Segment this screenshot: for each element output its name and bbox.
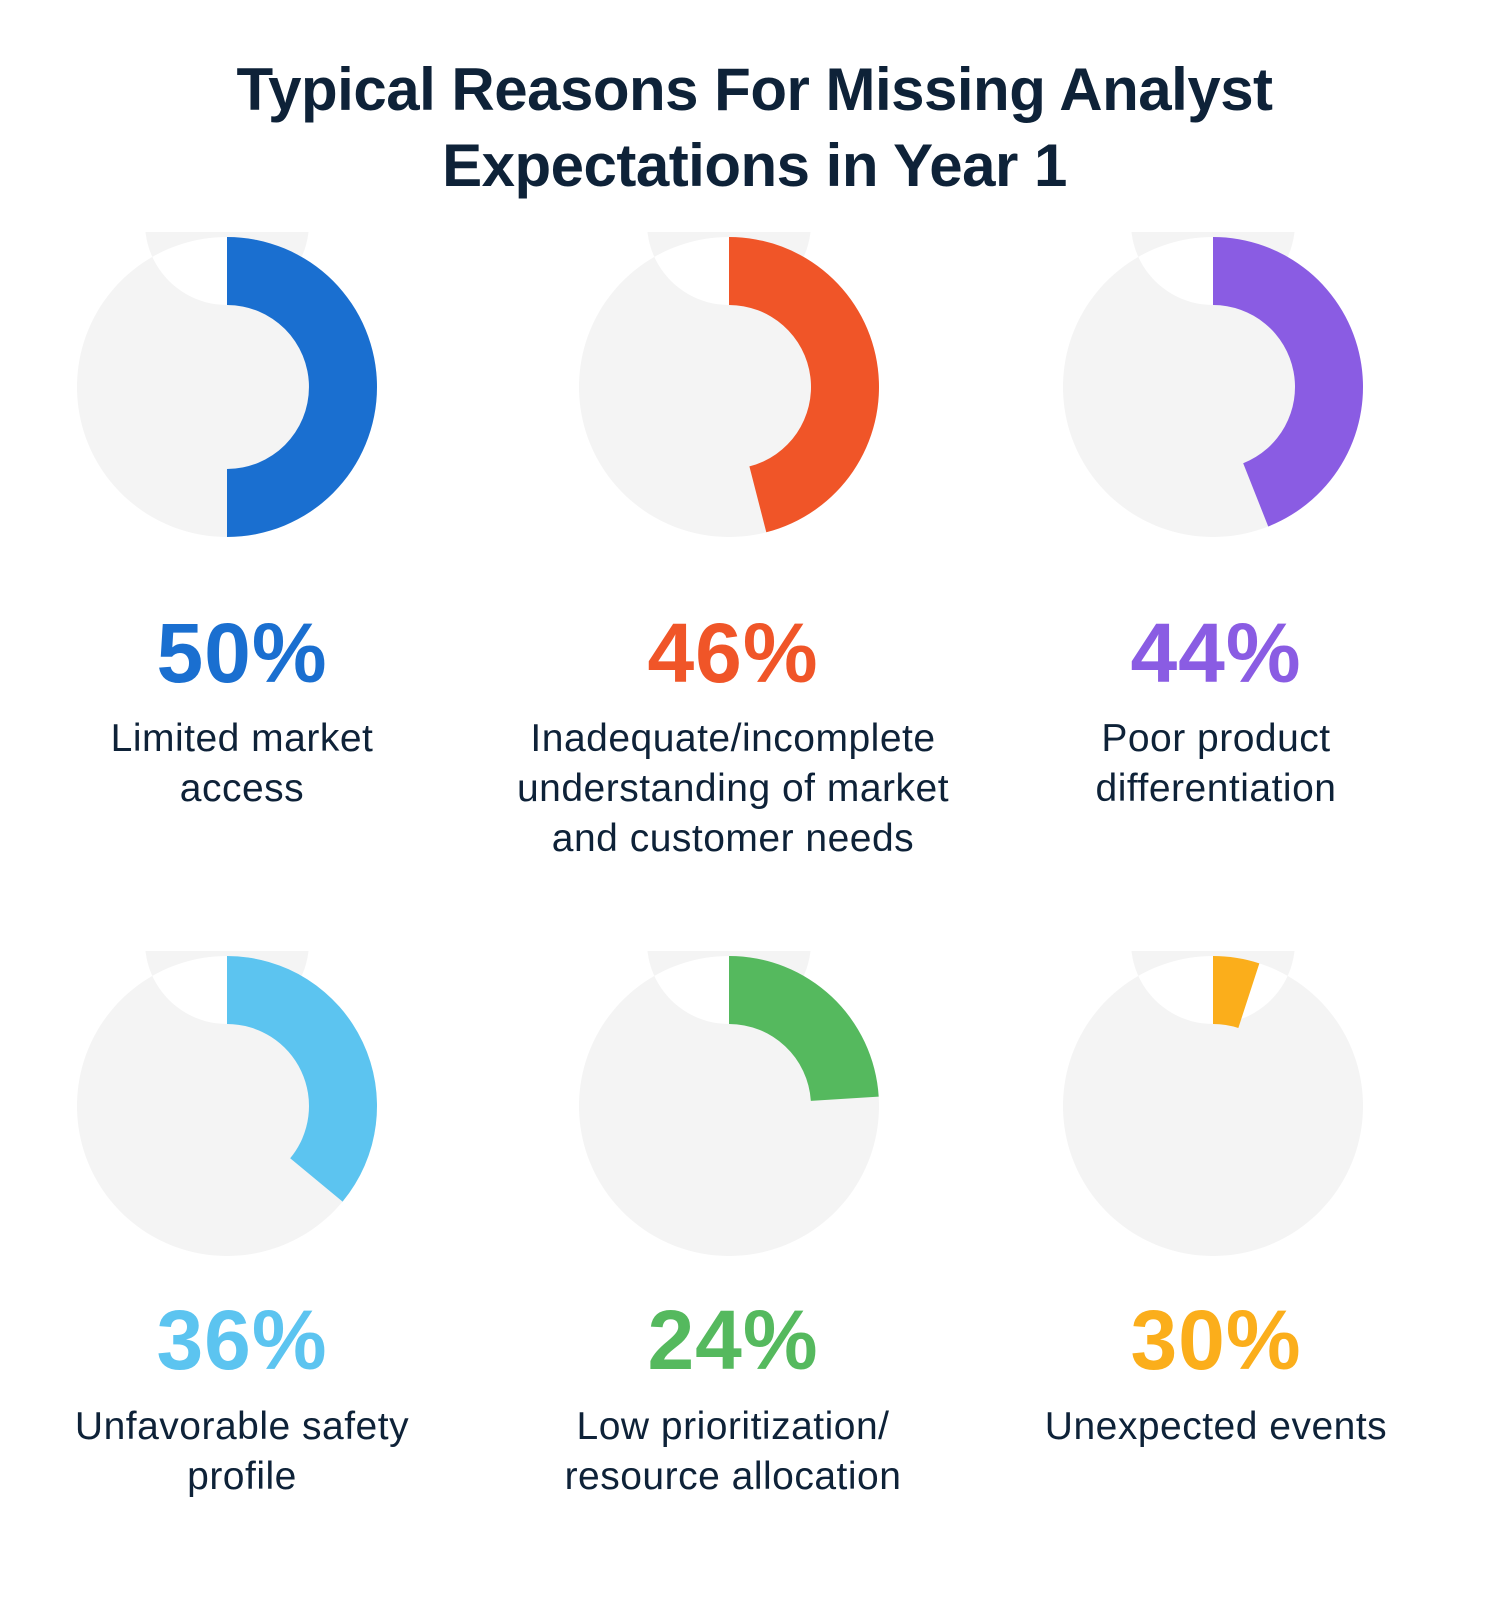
category-label-2-line-1: Inadequate/incomplete <box>530 717 936 760</box>
category-label-5: Low prioritization/ resource allocation <box>483 1402 983 1502</box>
percent-label-4: 36% <box>156 1293 328 1387</box>
category-label-1: Limited market access <box>0 714 492 814</box>
donut-track-6 <box>1063 951 1363 1256</box>
category-label-2-line-3: and customer needs <box>551 817 915 860</box>
category-label-3: Poor product differentiation <box>966 714 1466 814</box>
donut-segment-5 <box>729 956 879 1101</box>
category-label-6: Unexpected events <box>966 1402 1466 1452</box>
category-label-4-line-2: profile <box>187 1455 297 1498</box>
category-label-1-line-1: Limited market <box>110 717 374 760</box>
category-label-3-line-2: differentiation <box>1095 767 1337 810</box>
category-label-5-line-2: resource allocation <box>564 1455 902 1498</box>
category-label-3-line-1: Poor product <box>1101 717 1331 760</box>
donut-svg-3 <box>1063 232 1363 537</box>
donut-chart-2 <box>574 232 884 542</box>
donut-chart-3 <box>1058 232 1368 542</box>
percent-label-6: 30% <box>1130 1293 1302 1387</box>
donut-chart-5 <box>574 951 884 1261</box>
donut-svg-4 <box>77 951 378 1256</box>
category-label-1-line-2: access <box>179 767 305 810</box>
donut-svg-6 <box>1063 951 1363 1256</box>
category-label-2: Inadequate/incomplete understanding of m… <box>483 714 983 864</box>
category-label-2-line-2: understanding of market <box>516 767 950 810</box>
donut-svg-2 <box>579 232 880 537</box>
donut-segment-6 <box>1213 956 1260 1029</box>
donut-segment-1 <box>227 237 377 537</box>
donut-svg-5 <box>579 951 879 1256</box>
donut-segment-2 <box>729 237 880 533</box>
donut-svg-1 <box>77 232 377 537</box>
donut-chart-6 <box>1058 951 1368 1261</box>
category-label-4-line-1: Unfavorable safety <box>74 1405 410 1448</box>
donut-track-5 <box>579 951 879 1256</box>
donut-chart-1 <box>72 232 382 542</box>
percent-label-5: 24% <box>647 1293 819 1387</box>
donut-segment-3 <box>1213 237 1363 527</box>
percent-label-3: 44% <box>1130 606 1302 700</box>
chart-title-line-1: Typical Reasons For Missing Analyst <box>236 56 1273 123</box>
donut-chart-4 <box>72 951 382 1261</box>
category-label-6-line-1: Unexpected events <box>1044 1405 1388 1448</box>
chart-title: Typical Reasons For Missing Analyst Expe… <box>0 52 1509 204</box>
category-label-5-line-1: Low prioritization/ <box>576 1405 890 1448</box>
percent-label-1: 50% <box>156 606 328 700</box>
category-label-4: Unfavorable safety profile <box>0 1402 492 1502</box>
chart-title-line-2: Expectations in Year 1 <box>442 132 1067 199</box>
percent-label-2: 46% <box>647 606 819 700</box>
donut-segment-4 <box>227 956 378 1202</box>
